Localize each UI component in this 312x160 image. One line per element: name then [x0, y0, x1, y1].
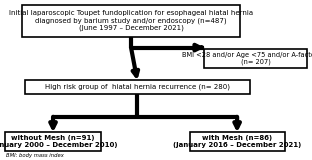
Text: with Mesh (n=86)
(January 2016 – December 2021): with Mesh (n=86) (January 2016 – Decembe…: [173, 135, 301, 148]
FancyBboxPatch shape: [22, 5, 240, 37]
Text: High risk group of  hiatal hernia recurrence (n= 280): High risk group of hiatal hernia recurre…: [45, 84, 230, 90]
FancyBboxPatch shape: [25, 80, 250, 94]
FancyBboxPatch shape: [6, 132, 100, 151]
Text: BMI: body mass index: BMI: body mass index: [6, 153, 64, 158]
Text: BMI <28 and/or Age <75 and/or A-factor <2
(n= 207): BMI <28 and/or Age <75 and/or A-factor <…: [182, 52, 312, 65]
FancyBboxPatch shape: [204, 49, 307, 68]
Text: without Mesh (n=91)
(January 2000 – December 2010): without Mesh (n=91) (January 2000 – Dece…: [0, 135, 117, 148]
FancyBboxPatch shape: [190, 132, 285, 151]
Text: Initial laparoscopic Toupet fundoplication for esophageal hiatal hernia
diagnose: Initial laparoscopic Toupet fundoplicati…: [9, 10, 253, 31]
